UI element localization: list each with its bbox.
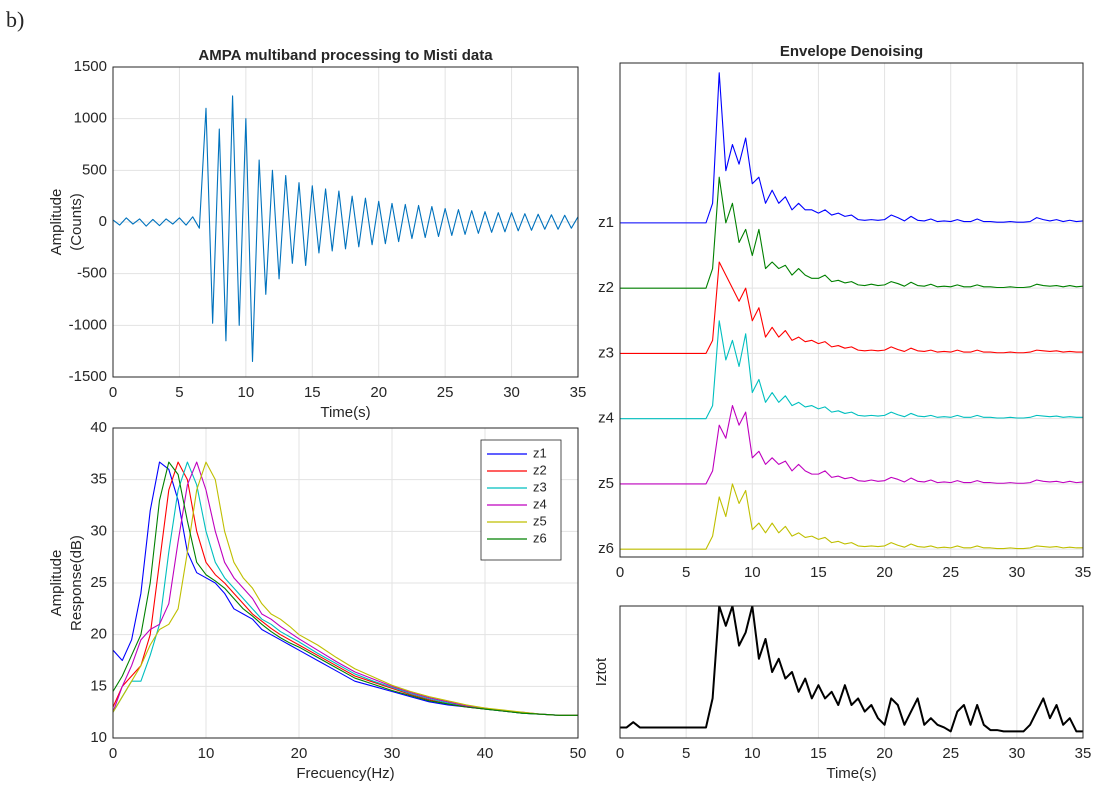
x-tick-label: 35: [570, 384, 587, 401]
y-tick-label: z1: [598, 214, 614, 231]
legend-label: z2: [533, 462, 547, 477]
axes-box: [112, 427, 579, 739]
y-tick-label: 35: [90, 471, 107, 488]
plot-area: [620, 606, 1083, 738]
y-tick-label: 0: [99, 213, 107, 230]
x-tick-label: 40: [477, 745, 494, 762]
x-tick-label: 15: [304, 384, 321, 401]
x-tick-label: 5: [682, 745, 690, 762]
legend-label: z4: [533, 496, 547, 511]
y-tick-label: 500: [82, 161, 107, 178]
axes: 0 5 10 15 20 25 30 35 -1500 -1000 -500 0 500 1000 1500…: [48, 47, 586, 421]
series-line: [620, 320, 1083, 420]
series-line: [113, 95, 578, 363]
series-line: [620, 72, 1083, 224]
axes-box: [619, 605, 1084, 739]
y-tick-label: z3: [598, 344, 614, 361]
x-tick-label: 5: [682, 564, 690, 581]
x-tick-label: 0: [616, 745, 624, 762]
y-axis-label: Amplitude: [48, 189, 65, 256]
y-tick-label: 25: [90, 574, 107, 591]
x-tick-label: 15: [810, 564, 827, 581]
y-axis-label: Amplitude: [48, 550, 65, 617]
y-axis-label: Response(dB): [68, 535, 85, 631]
y-tick-label: z5: [598, 475, 614, 492]
y-tick-label: 15: [90, 677, 107, 694]
legend-label: z3: [533, 479, 547, 494]
x-tick-label: 0: [109, 384, 117, 401]
y-axis-label: Iztot: [593, 657, 610, 686]
y-tick-label: z4: [598, 410, 614, 427]
x-tick-label: 10: [198, 745, 215, 762]
x-tick-label: 10: [744, 564, 761, 581]
x-tick-label: 25: [437, 384, 454, 401]
legend-box: [480, 439, 562, 561]
y-tick-label: z6: [598, 540, 614, 557]
axes-box: [112, 66, 579, 378]
x-tick-label: 10: [238, 384, 255, 401]
x-tick-label: 20: [291, 745, 308, 762]
x-tick-label: 0: [616, 564, 624, 581]
y-tick-label: 20: [90, 626, 107, 643]
x-tick-label: 20: [370, 384, 387, 401]
y-tick-label: 10: [90, 729, 107, 746]
x-tick-label: 30: [384, 745, 401, 762]
y-axis-label: (Counts): [68, 193, 85, 251]
x-axis-label: Time(s): [320, 404, 370, 421]
axes: 0 5 10 15 20 25 30 35 Time(s) Iztot: [593, 605, 1092, 782]
axes: 0 10 20 30 40 5010152025303540Frecuency(Hz)Am…: [48, 419, 586, 782]
x-tick-label: 25: [942, 745, 959, 762]
legend: z1 z2 z3 z4 z5 z6: [480, 439, 562, 561]
x-axis-label: Time(s): [826, 765, 876, 782]
y-tick-label: -1500: [69, 368, 107, 385]
y-tick-label: 1500: [74, 58, 107, 75]
x-tick-label: 30: [1009, 745, 1026, 762]
legend-label: z6: [533, 530, 547, 545]
x-tick-label: 50: [570, 745, 587, 762]
x-tick-label: 5: [175, 384, 183, 401]
series-line: [113, 461, 578, 716]
series-group: [620, 606, 1083, 733]
panel-label: b): [6, 7, 24, 32]
y-tick-label: z2: [598, 279, 614, 296]
x-tick-label: 10: [744, 745, 761, 762]
series-line: [620, 176, 1083, 289]
x-tick-label: 30: [503, 384, 520, 401]
series-line: [620, 261, 1083, 354]
x-tick-label: 0: [109, 745, 117, 762]
y-tick-label: 30: [90, 522, 107, 539]
series-line: [113, 461, 578, 716]
chart-title: AMPA multiband processing to Misti data: [198, 47, 493, 64]
series-line: [620, 606, 1083, 733]
axes: 0 5 10 15 20 25 30 35 z1 z2 z3 z4 z5 z6 Envelope Denoi…: [598, 43, 1091, 581]
y-tick-label: 1000: [74, 110, 107, 127]
plot-area: [620, 63, 1083, 557]
x-tick-label: 35: [1075, 745, 1092, 762]
series-group: [620, 72, 1083, 550]
chart-title: Envelope Denoising: [780, 43, 923, 60]
series-group: [113, 95, 578, 363]
axes-box: [619, 62, 1084, 558]
series-line: [620, 405, 1083, 485]
x-tick-label: 20: [876, 745, 893, 762]
y-tick-label: 40: [90, 419, 107, 436]
x-tick-label: 20: [876, 564, 893, 581]
legend-label: z1: [533, 445, 547, 460]
y-tick-label: -500: [77, 265, 107, 282]
series-line: [113, 461, 578, 716]
x-axis-label: Frecuency(Hz): [296, 765, 394, 782]
series-group: [113, 461, 578, 716]
x-tick-label: 25: [942, 564, 959, 581]
x-tick-label: 35: [1075, 564, 1092, 581]
x-tick-label: 15: [810, 745, 827, 762]
y-tick-label: -1000: [69, 316, 107, 333]
legend-label: z5: [533, 513, 547, 528]
series-line: [620, 483, 1083, 550]
x-tick-label: 30: [1009, 564, 1026, 581]
